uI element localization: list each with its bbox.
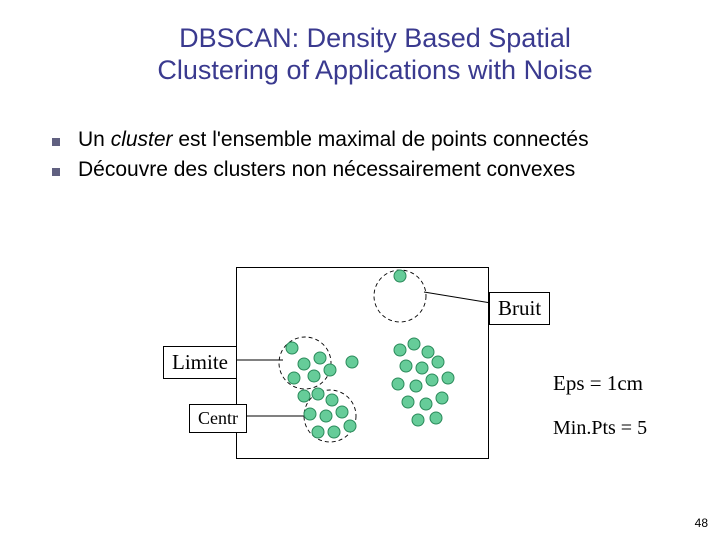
cluster-bounding-box: [236, 267, 489, 459]
bullet-list: Un cluster est l'ensemble maximal de poi…: [52, 128, 672, 188]
bullet-item: Découvre des clusters non nécessairement…: [52, 158, 672, 182]
bullet-text: Découvre des clusters non nécessairement…: [78, 158, 575, 182]
label-noise: Bruit: [489, 292, 550, 325]
param-eps: Eps = 1cm: [553, 371, 643, 396]
page-number: 48: [695, 516, 708, 530]
label-border: Limite: [163, 346, 237, 379]
label-core: Centr: [189, 404, 247, 433]
bullet-text: Un cluster est l'ensemble maximal de poi…: [78, 128, 589, 152]
bullet-marker-icon: [52, 138, 60, 146]
bullet-item: Un cluster est l'ensemble maximal de poi…: [52, 128, 672, 152]
bullet-marker-icon: [52, 168, 60, 176]
param-minpts: Min.Pts = 5: [553, 417, 647, 440]
slide-title: DBSCAN: Density Based Spatial Clustering…: [115, 22, 635, 87]
